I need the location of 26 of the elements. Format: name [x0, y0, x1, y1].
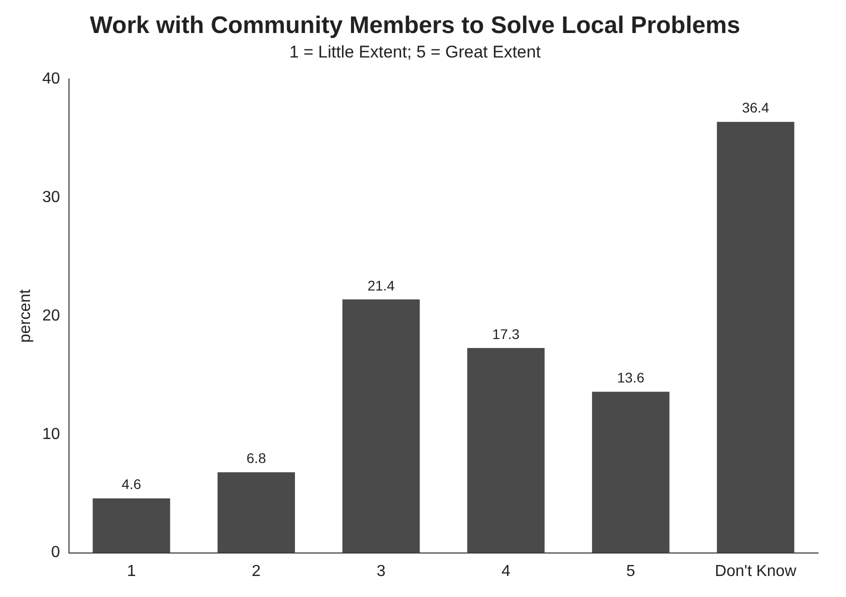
x-tick-label: 3	[376, 562, 386, 580]
y-tick-label: 10	[42, 426, 60, 443]
x-tick-label: 2	[252, 562, 261, 580]
data-label: 4.6	[122, 476, 142, 492]
bar	[592, 392, 670, 553]
data-label: 6.8	[246, 450, 266, 466]
data-label: 13.6	[617, 370, 645, 386]
x-tick-label: Don't Know	[714, 562, 797, 580]
y-tick-label: 0	[51, 544, 60, 562]
y-tick-label: 30	[42, 189, 60, 206]
data-label: 36.4	[742, 100, 770, 116]
bar	[342, 299, 420, 553]
chart-title: Work with Community Members to Solve Local Problems	[90, 12, 740, 40]
x-tick-label: 1	[126, 562, 136, 580]
x-tick-label: 5	[626, 562, 636, 580]
data-label: 21.4	[367, 277, 395, 294]
bar	[92, 498, 170, 553]
y-tick-label: 40	[42, 70, 60, 88]
bar	[467, 348, 545, 553]
y-tick-label: 20	[42, 307, 60, 324]
y-axis-title: percent	[17, 288, 34, 343]
x-tick-label: 4	[501, 562, 510, 580]
chart-subtitle: 1 = Little Extent; 5 = Great Extent	[289, 42, 541, 62]
data-label: 17.3	[492, 326, 520, 342]
bar	[716, 122, 794, 553]
bar	[218, 472, 295, 553]
